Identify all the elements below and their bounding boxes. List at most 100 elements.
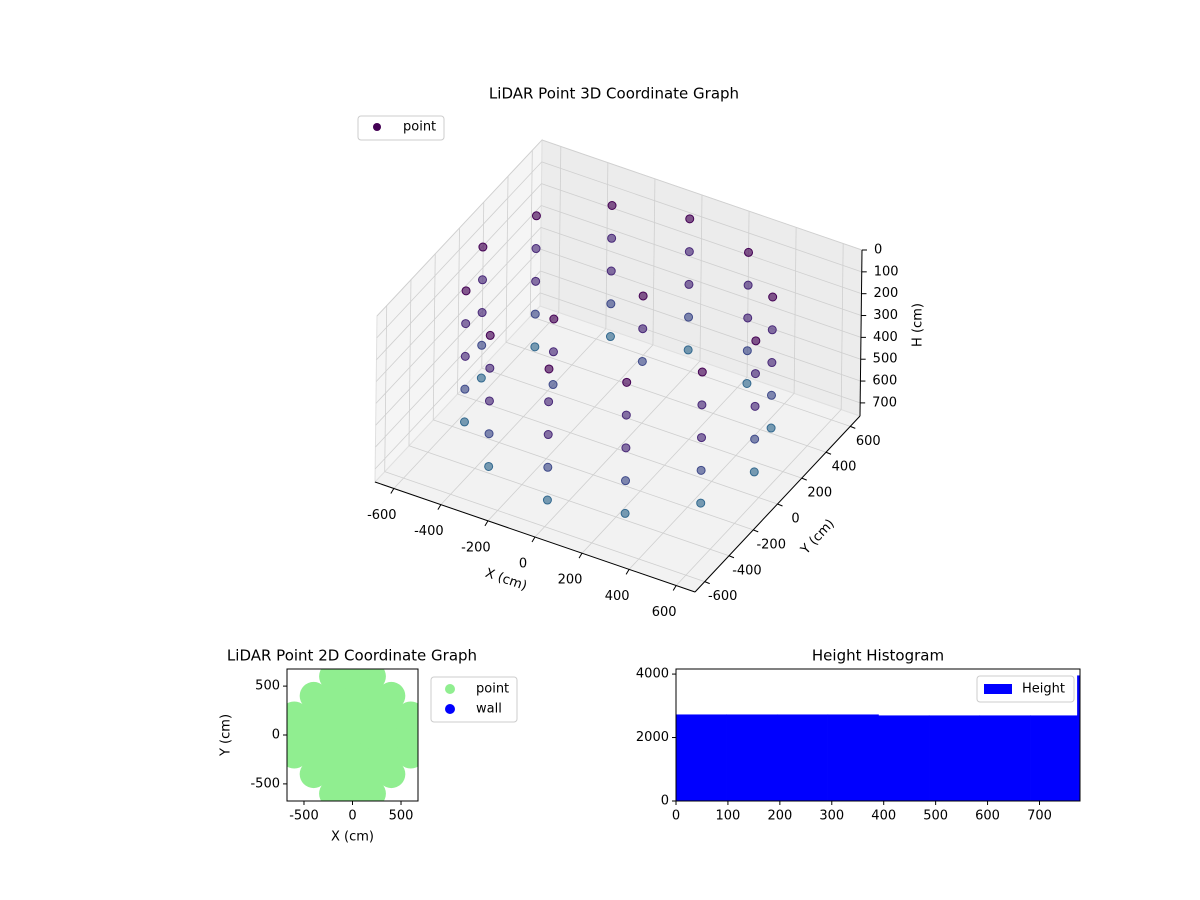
- z-tick-label: 500: [873, 352, 898, 367]
- point: [338, 681, 367, 710]
- point: [485, 363, 495, 373]
- grid-line: [375, 205, 542, 382]
- point: [696, 498, 706, 508]
- point: [530, 342, 540, 352]
- grid-line: [375, 227, 542, 404]
- point: [476, 373, 486, 383]
- point: [377, 760, 406, 789]
- y-tick: [777, 503, 783, 507]
- point: [548, 380, 558, 390]
- y-tick: [801, 477, 807, 481]
- point: [750, 369, 760, 379]
- point: [622, 377, 632, 387]
- point: [319, 701, 348, 730]
- grid-line: [375, 270, 541, 448]
- point: [697, 433, 707, 443]
- x-axis: [374, 481, 696, 593]
- point: [684, 247, 694, 257]
- y-tick-label: -400: [732, 563, 762, 578]
- point: [459, 417, 469, 427]
- point: [357, 701, 386, 730]
- point: [485, 330, 495, 340]
- point: [461, 286, 471, 296]
- point: [531, 244, 541, 254]
- bar: [979, 715, 1031, 802]
- legend-patch: [984, 684, 1012, 694]
- x-tick: [531, 536, 536, 543]
- point: [607, 233, 617, 243]
- point: [357, 721, 386, 749]
- x-tick-label: 0: [519, 557, 527, 572]
- point: [461, 319, 471, 329]
- legend-box: [357, 115, 445, 141]
- y-tick-label: 500: [255, 679, 280, 694]
- point: [478, 242, 488, 252]
- grid-line: [408, 445, 730, 557]
- grid-line: [505, 341, 827, 453]
- y-tick-label: 200: [807, 486, 832, 501]
- x-tick-label: 400: [871, 809, 896, 824]
- point: [460, 351, 470, 361]
- y-axis: [694, 415, 861, 593]
- point: [377, 701, 406, 730]
- x-tick-label: 500: [923, 809, 948, 824]
- grid-line: [433, 419, 754, 531]
- grid-line: [541, 139, 863, 251]
- x-tick-label: -500: [289, 809, 319, 824]
- x-tick: [390, 488, 395, 494]
- point: [744, 247, 754, 257]
- x-tick: [625, 569, 630, 575]
- point: [338, 701, 367, 730]
- point: [299, 760, 328, 789]
- point: [299, 681, 328, 710]
- x-tick-label: 700: [1027, 809, 1052, 824]
- y-tick-label: -200: [756, 537, 786, 552]
- point: [683, 345, 693, 355]
- point: [743, 313, 753, 323]
- grid-line: [375, 248, 541, 426]
- point: [751, 336, 761, 346]
- z-tick-label: 200: [873, 286, 898, 301]
- legend-marker: [373, 123, 381, 131]
- y-tick-label: -500: [250, 776, 280, 791]
- grid-line: [376, 161, 543, 339]
- grid-line: [541, 161, 862, 273]
- x-tick-label: -200: [461, 540, 491, 555]
- grid-line: [374, 292, 541, 470]
- x-tick-label: 300: [819, 809, 844, 824]
- legend-label: Height: [1022, 682, 1065, 697]
- y-tick-label: 0: [791, 512, 799, 527]
- point: [544, 397, 554, 407]
- x-tick: [672, 585, 677, 591]
- bar: [878, 715, 930, 802]
- y-axis-label: Y (cm): [219, 714, 234, 757]
- point: [542, 495, 552, 505]
- grid-line: [840, 243, 844, 410]
- point: [484, 461, 494, 471]
- point: [638, 324, 648, 334]
- grid-line: [605, 162, 609, 329]
- point: [377, 681, 406, 710]
- y-tick: [825, 451, 832, 455]
- point: [477, 308, 487, 318]
- point: [484, 429, 494, 439]
- point: [531, 211, 541, 221]
- point: [607, 201, 617, 211]
- point: [742, 378, 752, 388]
- x-axis-label: X (cm): [331, 830, 374, 845]
- point: [621, 443, 631, 453]
- grid-line: [541, 183, 862, 295]
- x-tick: [437, 504, 442, 510]
- grid-line: [384, 471, 705, 583]
- point: [749, 467, 759, 477]
- point: [543, 462, 553, 472]
- grid-line: [481, 202, 485, 369]
- y-tick: [728, 555, 735, 559]
- point: [319, 740, 348, 769]
- x-tick: [484, 520, 489, 527]
- point: [477, 340, 487, 350]
- grid-line: [481, 367, 802, 479]
- grid-line: [376, 183, 542, 360]
- z-tick-label: 400: [873, 330, 898, 345]
- point: [531, 276, 541, 286]
